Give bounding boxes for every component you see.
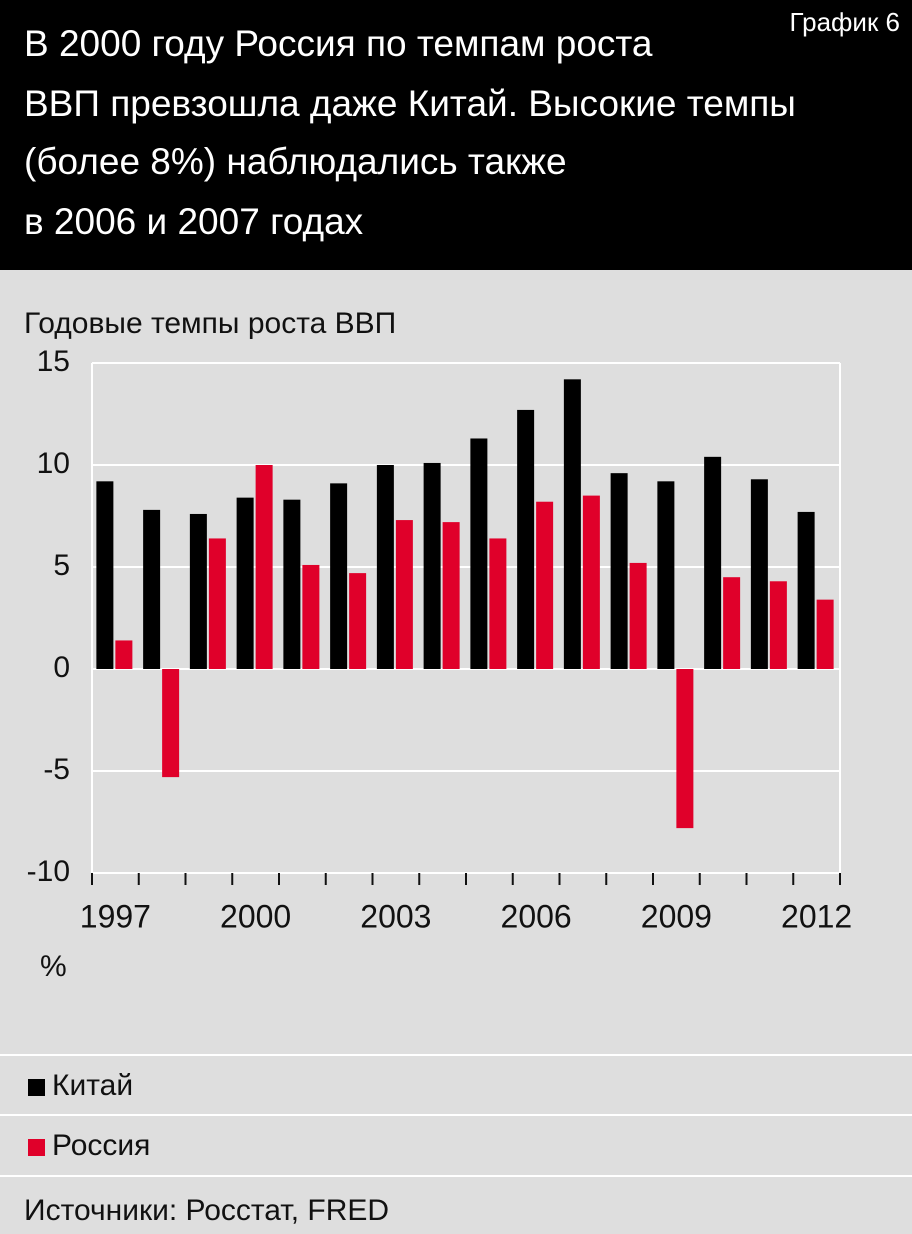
bar (162, 669, 180, 778)
bar (349, 573, 367, 669)
bar (189, 513, 207, 669)
x-tick-label: 2012 (781, 898, 852, 934)
y-tick-label: 5 (53, 549, 70, 582)
bar (395, 520, 413, 669)
bar (629, 562, 647, 669)
y-tick-label: -5 (43, 753, 70, 786)
legend-label: Россия (52, 1129, 150, 1162)
bar (96, 481, 114, 669)
x-tick-label: 2000 (220, 898, 291, 934)
y-tick-label: 0 (53, 651, 70, 684)
title-line: В 2000 году Россия по темпам роста (24, 23, 653, 64)
bar (330, 483, 348, 669)
x-tick-label: 2006 (501, 898, 572, 934)
bar (610, 473, 628, 669)
bar (236, 497, 254, 669)
y-tick-label: 15 (37, 345, 70, 378)
bar (283, 499, 301, 669)
bar (302, 564, 320, 669)
chart-label: График 6 (789, 7, 900, 37)
bar (816, 599, 834, 669)
bar (563, 379, 581, 669)
bar (442, 522, 460, 669)
title-line: в 2006 и 2007 годах (24, 201, 364, 242)
bar (536, 501, 554, 669)
bar (423, 462, 441, 669)
x-tick-label: 2009 (641, 898, 712, 934)
bar (470, 438, 488, 669)
bar (704, 456, 722, 669)
y-tick-label: -10 (27, 855, 70, 888)
title-line: ВВП превзошла даже Китай. Высокие темпы (24, 83, 796, 124)
bar (376, 465, 394, 669)
bar (115, 640, 133, 669)
bar (489, 538, 507, 669)
unit-label: % (40, 950, 67, 983)
bar (657, 481, 675, 669)
bar (208, 538, 226, 669)
header (0, 0, 912, 270)
bar (676, 669, 694, 829)
bar (750, 479, 768, 669)
x-tick-label: 2003 (360, 898, 431, 934)
bar (255, 465, 273, 669)
legend-swatch (28, 1079, 45, 1096)
bar (797, 511, 815, 669)
bar (517, 409, 535, 669)
title-line: (более 8%) наблюдались также (24, 141, 567, 182)
bar (143, 509, 161, 669)
bar (723, 577, 741, 669)
legend-label: Китай (52, 1069, 133, 1102)
x-tick-label: 1997 (80, 898, 151, 934)
y-axis-label: Годовые темпы роста ВВП (24, 307, 396, 340)
bar (769, 581, 787, 669)
source: Источники: Росстат, FRED (24, 1194, 389, 1227)
bar (582, 495, 600, 669)
legend-swatch (28, 1139, 45, 1156)
y-tick-label: 10 (37, 447, 70, 480)
